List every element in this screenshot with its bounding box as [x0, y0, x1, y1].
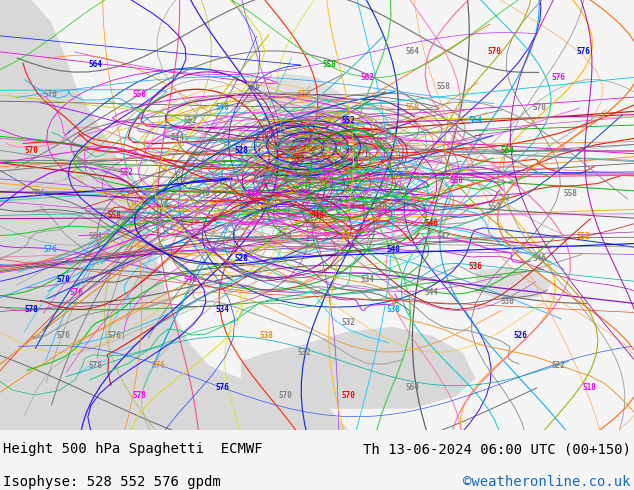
Text: 528: 528: [266, 176, 280, 185]
Text: Th 13-06-2024 06:00 UTC (00+150): Th 13-06-2024 06:00 UTC (00+150): [363, 442, 631, 456]
Text: 576: 576: [576, 47, 590, 56]
Text: 570: 570: [342, 392, 356, 400]
Text: 552: 552: [120, 168, 134, 176]
Text: 570: 570: [532, 103, 546, 112]
Text: 532: 532: [342, 318, 356, 327]
Text: 558: 558: [323, 60, 337, 69]
Text: 546: 546: [424, 219, 438, 228]
Polygon shape: [260, 73, 349, 129]
Text: 534: 534: [361, 275, 375, 284]
Text: 518: 518: [583, 383, 597, 392]
Text: 564: 564: [405, 383, 419, 392]
Text: 540: 540: [196, 189, 210, 198]
Text: 558: 558: [405, 103, 419, 112]
Text: 558: 558: [437, 81, 451, 91]
Text: 570: 570: [25, 146, 39, 155]
Text: 536: 536: [247, 189, 261, 198]
Text: 546: 546: [532, 254, 546, 263]
Polygon shape: [241, 327, 476, 409]
Text: 558: 558: [450, 176, 463, 185]
Text: 578: 578: [133, 392, 146, 400]
Text: 564: 564: [405, 47, 419, 56]
Text: 552: 552: [488, 202, 501, 211]
Text: 564: 564: [500, 146, 514, 155]
Text: 544: 544: [424, 288, 438, 297]
Text: 576: 576: [56, 331, 70, 340]
Text: 552: 552: [297, 90, 311, 99]
Text: 576: 576: [551, 73, 565, 82]
Text: 576: 576: [215, 383, 229, 392]
Text: 546: 546: [342, 232, 356, 241]
Text: 536: 536: [469, 262, 482, 271]
Text: 526: 526: [513, 331, 527, 340]
Text: 532: 532: [297, 348, 311, 357]
Text: 552: 552: [291, 155, 305, 164]
Text: 576: 576: [44, 245, 58, 254]
Polygon shape: [476, 267, 552, 301]
Text: 528: 528: [234, 254, 248, 263]
Text: 552: 552: [373, 138, 387, 147]
Text: 528: 528: [234, 146, 248, 155]
Text: Isophyse: 528 552 576 gpdm: Isophyse: 528 552 576 gpdm: [3, 475, 221, 489]
Text: 548: 548: [215, 103, 229, 112]
Text: 534: 534: [278, 232, 292, 241]
Text: 564: 564: [88, 232, 102, 241]
Text: 522: 522: [551, 361, 565, 370]
Text: 552: 552: [183, 116, 197, 125]
Text: 538: 538: [386, 305, 400, 314]
Text: 576: 576: [152, 361, 165, 370]
Text: 558: 558: [564, 189, 578, 198]
Text: 546: 546: [373, 202, 387, 211]
Text: 564: 564: [469, 116, 482, 125]
Text: 538: 538: [259, 331, 273, 340]
Text: 576: 576: [69, 288, 83, 297]
Text: 570: 570: [278, 392, 292, 400]
Text: 552: 552: [323, 168, 337, 176]
Text: 570: 570: [488, 47, 501, 56]
Text: 564: 564: [88, 60, 102, 69]
Text: 578: 578: [25, 305, 39, 314]
Text: 576: 576: [31, 189, 45, 198]
Text: 540: 540: [310, 211, 324, 220]
Text: 552: 552: [576, 232, 590, 241]
Text: 558: 558: [133, 90, 146, 99]
Text: 556: 556: [247, 81, 261, 91]
Text: 562: 562: [361, 73, 375, 82]
Text: 530: 530: [500, 296, 514, 306]
Text: 544: 544: [171, 133, 184, 142]
Text: 570: 570: [56, 275, 70, 284]
Text: 576: 576: [107, 331, 121, 340]
Text: 578: 578: [88, 361, 102, 370]
Text: 570: 570: [44, 90, 58, 99]
Text: Height 500 hPa Spaghetti  ECMWF: Height 500 hPa Spaghetti ECMWF: [3, 442, 263, 456]
Text: 528: 528: [297, 189, 311, 198]
Text: 546: 546: [152, 219, 165, 228]
Text: 540: 540: [183, 275, 197, 284]
Text: 534: 534: [215, 305, 229, 314]
Text: 540: 540: [386, 245, 400, 254]
Text: 558: 558: [107, 211, 121, 220]
Text: 542: 542: [437, 232, 451, 241]
Text: ©weatheronline.co.uk: ©weatheronline.co.uk: [463, 475, 631, 489]
Text: 552: 552: [342, 116, 356, 125]
Polygon shape: [0, 0, 349, 430]
